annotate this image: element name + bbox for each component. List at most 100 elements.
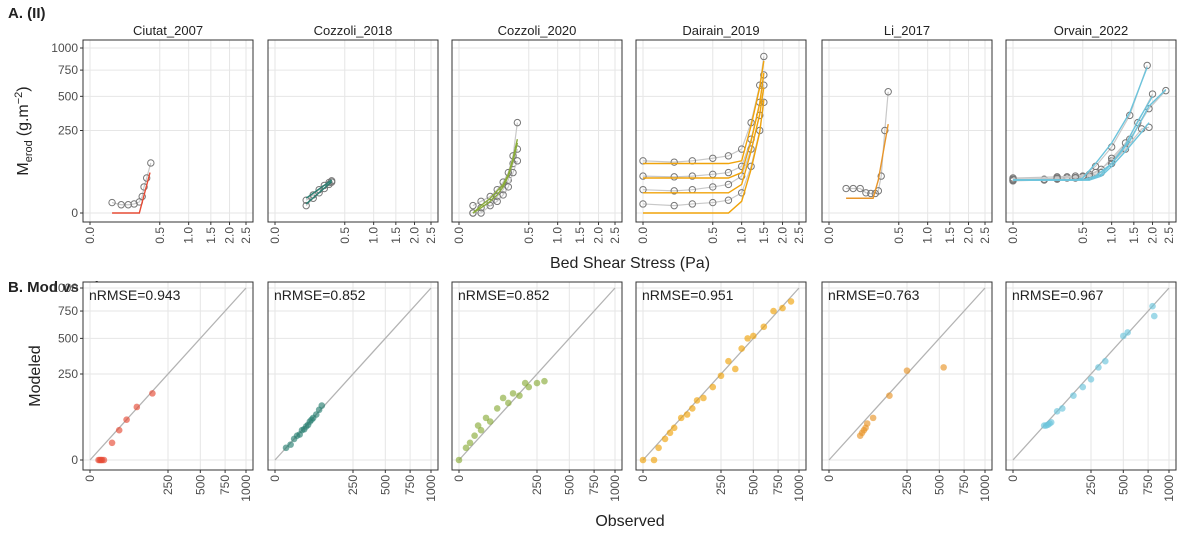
- series-line: [305, 181, 333, 205]
- y-tick-label: 0: [71, 453, 78, 467]
- x-tick-label: 500: [1116, 475, 1130, 495]
- data-point: [670, 173, 678, 181]
- x-tick-label: 1.0: [182, 227, 196, 244]
- data-point: [133, 403, 141, 411]
- x-tick-label: 0: [636, 475, 650, 482]
- data-point: [516, 392, 523, 399]
- data-point: [1079, 383, 1087, 391]
- panel-border: [82, 39, 254, 223]
- data-point: [486, 418, 494, 425]
- y-tick-label: 0: [71, 206, 78, 220]
- x-tick-label: 1.5: [943, 227, 957, 244]
- data-point: [140, 183, 148, 191]
- data-point: [147, 159, 155, 167]
- data-point: [856, 184, 864, 193]
- data-point: [770, 307, 777, 315]
- data-point: [869, 414, 877, 422]
- panel-border: [1005, 39, 1177, 223]
- x-tick-label: 2.5: [978, 227, 992, 244]
- identity-line: [89, 287, 247, 461]
- x-tick-label: 750: [218, 475, 232, 495]
- data-point: [115, 426, 123, 434]
- data-point: [886, 392, 893, 399]
- panel-border: [635, 39, 807, 223]
- data-point: [670, 187, 678, 195]
- y-tick-label: 500: [58, 89, 78, 103]
- panel-marks: [639, 287, 800, 464]
- x-tick-label: 750: [1141, 475, 1155, 495]
- x-tick-label: 0.5: [1076, 227, 1090, 244]
- x-tick-label: 2.0: [408, 227, 422, 244]
- x-tick-label: 0: [822, 475, 836, 482]
- x-tick-label: 2.5: [424, 227, 438, 244]
- x-tick-label: 0.5: [892, 227, 906, 244]
- panel-marks: [108, 159, 155, 214]
- data-point: [149, 390, 156, 397]
- data-point: [1124, 329, 1131, 336]
- x-tick-label: 250: [161, 475, 175, 495]
- data-point: [884, 88, 892, 96]
- y-tick-label: 1000: [51, 281, 78, 295]
- data-point: [693, 397, 701, 404]
- x-tick-label: 0: [83, 475, 97, 482]
- facet-title: Li_2017: [884, 23, 930, 38]
- data-point: [302, 201, 310, 210]
- data-point: [318, 402, 326, 409]
- data-point: [1101, 357, 1109, 365]
- data-point: [639, 200, 647, 208]
- data-point: [493, 197, 501, 206]
- data-point: [639, 172, 647, 180]
- x-tick-label: 1.5: [573, 227, 587, 244]
- x-tick-label: 1.0: [367, 227, 381, 244]
- x-tick-label: 750: [771, 475, 785, 495]
- data-point: [477, 209, 485, 217]
- data-point: [709, 154, 717, 162]
- x-tick-label: 1000: [1162, 475, 1176, 502]
- identity-line: [828, 287, 986, 461]
- x-tick-label: 0.0: [636, 227, 650, 244]
- x-tick-label: 0.0: [1006, 227, 1020, 244]
- x-tick-label: 0.5: [338, 227, 352, 244]
- y-label-part: ): [15, 86, 32, 91]
- data-point: [709, 198, 717, 207]
- panel-marks: [1009, 61, 1170, 185]
- x-tick-label: 2.5: [792, 227, 806, 244]
- data-point: [533, 379, 541, 387]
- annotation: nRMSE=0.951: [642, 287, 734, 303]
- x-tick-label: 1.5: [757, 227, 771, 244]
- data-point: [738, 345, 745, 352]
- data-point: [709, 183, 717, 191]
- facet-title: Orvain_2022: [1054, 23, 1128, 38]
- data-point: [108, 198, 116, 207]
- panel-border: [821, 39, 993, 223]
- data-point: [1053, 408, 1061, 415]
- facet-title: Cozzoli_2018: [314, 23, 393, 38]
- panel-border: [635, 281, 807, 471]
- data-point: [670, 424, 678, 432]
- panel-marks: [1012, 287, 1170, 461]
- y-axis-label: Merod (g.m−2): [13, 86, 35, 175]
- data-point: [666, 429, 674, 437]
- identity-line: [458, 287, 616, 461]
- x-tick-label: 1.5: [204, 227, 218, 244]
- x-tick-label: 250: [530, 475, 544, 495]
- series-line: [112, 172, 151, 214]
- x-tick-label: 0.0: [452, 227, 466, 244]
- data-point: [779, 304, 786, 312]
- x-tick-label: 0.0: [83, 227, 97, 244]
- x-tick-label: 750: [587, 475, 601, 495]
- panel-marks: [828, 287, 986, 461]
- data-point: [1053, 174, 1061, 183]
- data-point: [1095, 364, 1102, 371]
- panel-marks: [469, 118, 522, 217]
- data-point: [504, 183, 513, 191]
- x-tick-label: 0.5: [706, 227, 720, 244]
- data-point: [655, 444, 662, 452]
- data-point: [688, 172, 697, 180]
- x-tick-label: 750: [957, 475, 971, 495]
- identity-line: [1012, 287, 1170, 461]
- x-tick-label: 2.5: [1162, 227, 1176, 244]
- data-point: [477, 197, 485, 206]
- data-point: [142, 174, 151, 182]
